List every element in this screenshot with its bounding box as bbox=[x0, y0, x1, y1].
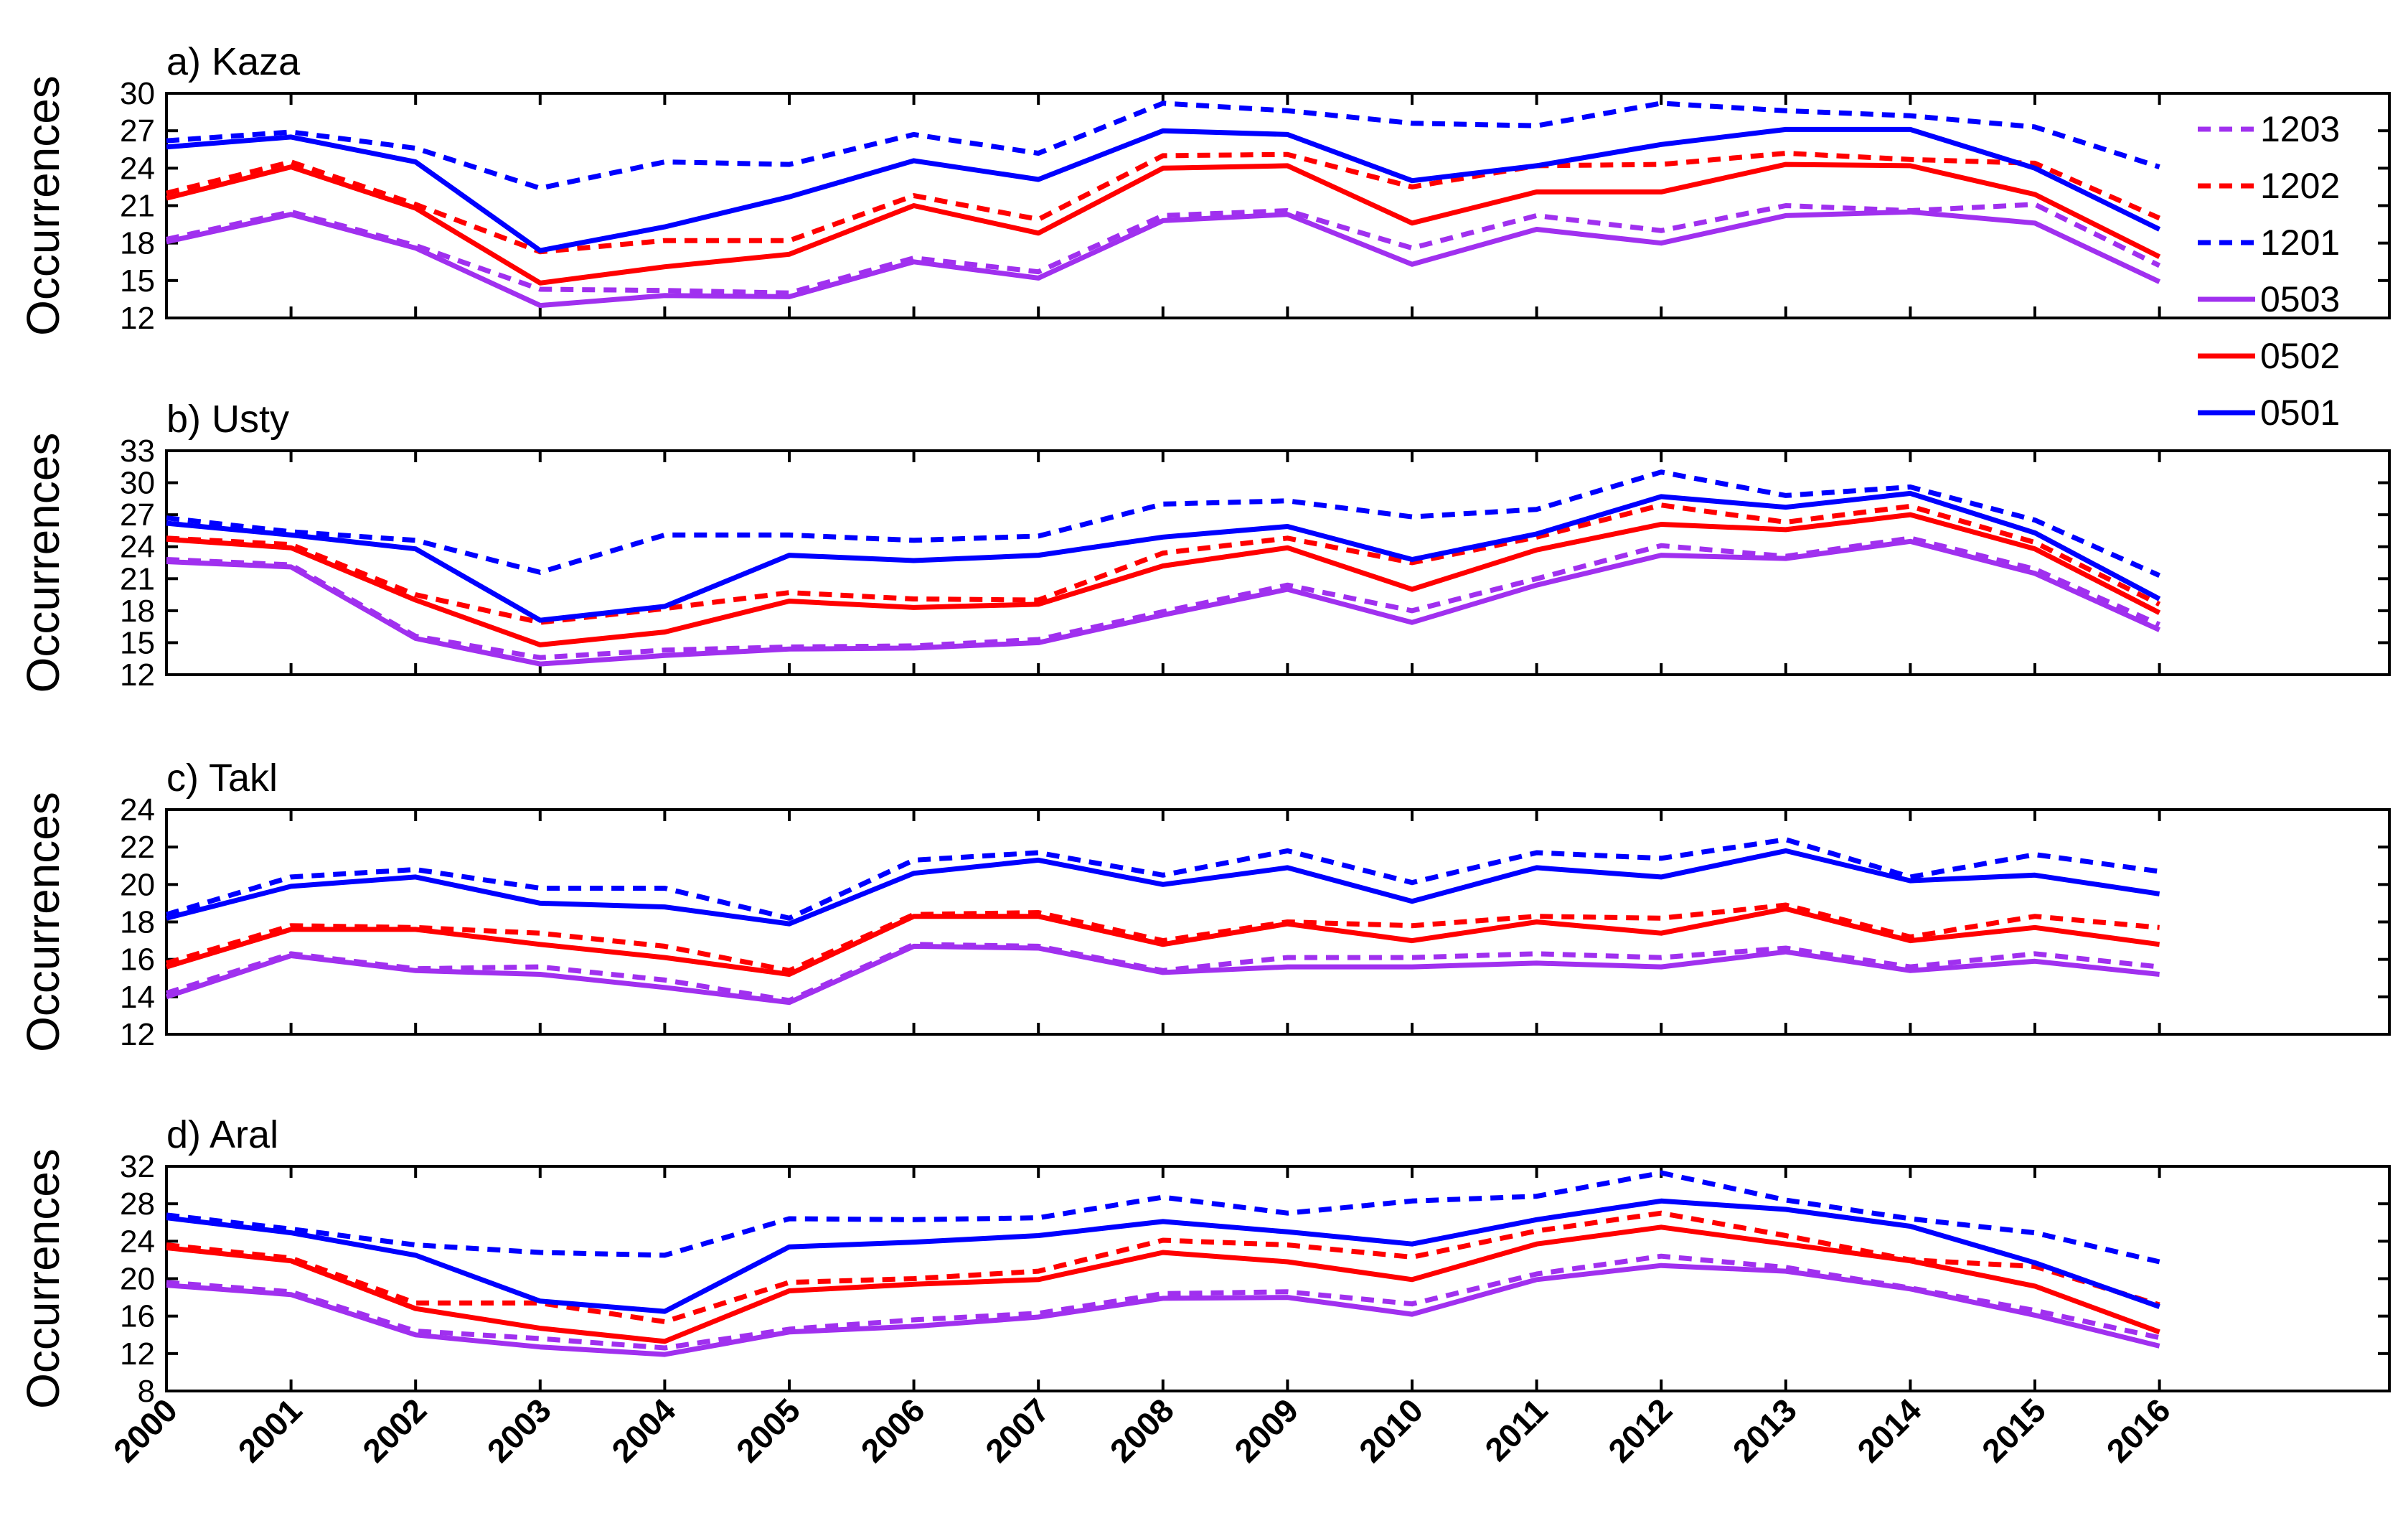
x-tick-label: 2006 bbox=[854, 1391, 932, 1469]
y-axis-label: Occurrences bbox=[17, 792, 69, 1052]
legend-label: 1202 bbox=[2260, 166, 2340, 206]
series-1201-line bbox=[166, 100, 2160, 191]
series-0503-line bbox=[166, 209, 2161, 309]
y-tick-label: 24 bbox=[120, 151, 155, 186]
y-tick-label: 22 bbox=[120, 830, 155, 865]
x-tick-label: 2015 bbox=[1975, 1391, 2053, 1469]
y-tick-label: 24 bbox=[120, 1224, 155, 1259]
y-tick-label: 28 bbox=[120, 1186, 155, 1222]
y-axis-label: Occurrences bbox=[17, 433, 69, 693]
y-tick-label: 32 bbox=[120, 1149, 155, 1184]
legend-label: 1203 bbox=[2260, 109, 2340, 149]
series-0501-line bbox=[166, 848, 2160, 927]
series-0503-line bbox=[165, 943, 2160, 1006]
series-0502-line bbox=[166, 1224, 2160, 1344]
y-tick-label: 27 bbox=[120, 113, 155, 149]
series-1202-line bbox=[166, 151, 2161, 255]
y-tick-label: 16 bbox=[120, 942, 155, 978]
panel-title: a) Kaza bbox=[166, 40, 301, 83]
legend-label: 0503 bbox=[2260, 279, 2340, 319]
y-tick-label: 21 bbox=[120, 561, 155, 596]
series-0503-line bbox=[166, 538, 2161, 667]
legend-entry-0501: 0501 bbox=[2198, 393, 2340, 433]
series-1202-line bbox=[166, 1210, 2160, 1324]
y-tick-label: 21 bbox=[120, 189, 155, 224]
series-0501-line bbox=[166, 126, 2161, 253]
y-tick-label: 15 bbox=[120, 263, 155, 299]
legend-entry-1202: 1202 bbox=[2198, 166, 2340, 206]
series-0502-line bbox=[166, 161, 2161, 286]
legend-label: 0502 bbox=[2260, 336, 2340, 376]
y-tick-label: 15 bbox=[120, 625, 155, 660]
x-tick-label: 2001 bbox=[231, 1391, 309, 1469]
x-tick-label: 2012 bbox=[1601, 1391, 1679, 1469]
y-tick-label: 20 bbox=[120, 867, 155, 902]
series-1202-line bbox=[165, 902, 2160, 973]
y-tick-label: 14 bbox=[120, 980, 155, 1015]
y-tick-label: 24 bbox=[120, 530, 155, 565]
y-tick-label: 18 bbox=[120, 226, 155, 261]
legend-entry-0502: 0502 bbox=[2198, 336, 2340, 376]
x-tick-label: 2004 bbox=[604, 1391, 682, 1469]
x-tick-label: 2008 bbox=[1103, 1391, 1181, 1469]
legend: 1203 1202 1201 0503 0502 0501 bbox=[2198, 109, 2340, 433]
y-tick-label: 18 bbox=[120, 594, 155, 629]
y-tick-label: 12 bbox=[120, 1336, 155, 1372]
y-tick-label: 12 bbox=[120, 1017, 155, 1052]
series-0502-line bbox=[166, 512, 2161, 647]
series-0501-line bbox=[166, 1198, 2160, 1314]
panel-title: b) Usty bbox=[166, 398, 289, 441]
panel-title: d) Aral bbox=[166, 1113, 278, 1156]
panel-title: c) Takl bbox=[166, 756, 278, 800]
y-tick-label: 30 bbox=[120, 76, 155, 111]
series-1203-line bbox=[166, 202, 2161, 296]
y-axis-label: Occurrences bbox=[17, 1148, 69, 1409]
x-axis-labels: 2000 2001 2002 2003 2004 2005 2006 2007 2008 2009… bbox=[106, 1391, 2178, 1469]
y-tick-label: 33 bbox=[120, 434, 155, 469]
x-tick-label: 2002 bbox=[355, 1391, 433, 1469]
series-1202-line bbox=[166, 502, 2161, 625]
y-tick-label: 12 bbox=[120, 301, 155, 336]
series-1203-line bbox=[166, 535, 2161, 660]
x-tick-label: 2013 bbox=[1726, 1391, 1804, 1469]
x-tick-label: 2011 bbox=[1477, 1391, 1554, 1468]
x-tick-label: 2005 bbox=[729, 1391, 807, 1469]
legend-entry-1203: 1203 bbox=[2198, 109, 2340, 149]
x-tick-label: 2007 bbox=[978, 1391, 1056, 1469]
series-0503-line bbox=[166, 1263, 2160, 1357]
legend-entry-1201: 1201 bbox=[2198, 222, 2340, 263]
plot-frame bbox=[165, 449, 2391, 676]
series-1201-line bbox=[165, 837, 2160, 921]
series-0502-line bbox=[165, 906, 2160, 977]
series-0501-line bbox=[166, 490, 2161, 623]
legend-label: 0501 bbox=[2260, 393, 2340, 433]
x-tick-label: 2010 bbox=[1352, 1391, 1430, 1469]
y-tick-label: 12 bbox=[120, 657, 155, 693]
y-tick-label: 20 bbox=[120, 1262, 155, 1297]
y-tick-label: 24 bbox=[120, 792, 155, 828]
series-1201-line bbox=[166, 469, 2161, 578]
plot-frame bbox=[165, 808, 2391, 1036]
x-tick-label: 2003 bbox=[480, 1391, 558, 1469]
legend-label: 1201 bbox=[2260, 222, 2340, 263]
y-tick-label: 27 bbox=[120, 497, 155, 533]
y-tick-label: 18 bbox=[120, 905, 155, 940]
legend-entry-0503: 0503 bbox=[2198, 279, 2340, 319]
y-axis-label: Occurrences bbox=[17, 75, 69, 336]
series-1201-line bbox=[166, 1170, 2160, 1265]
y-tick-label: 8 bbox=[138, 1374, 155, 1409]
y-tick-label: 16 bbox=[120, 1299, 155, 1334]
x-tick-label: 2014 bbox=[1850, 1391, 1928, 1469]
x-tick-label: 2009 bbox=[1227, 1391, 1305, 1469]
plot-frame bbox=[165, 1165, 2391, 1392]
y-tick-label: 30 bbox=[120, 466, 155, 501]
x-tick-label: 2016 bbox=[2099, 1391, 2178, 1469]
